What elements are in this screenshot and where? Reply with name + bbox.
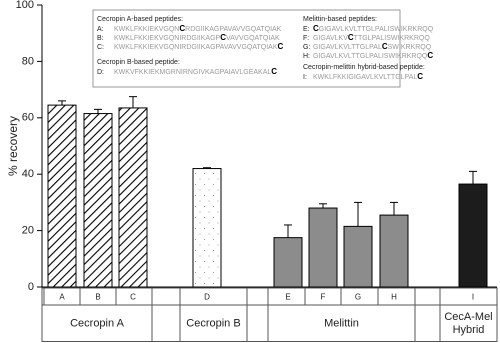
x-tick-label: I — [472, 293, 474, 302]
category-cell — [439, 287, 498, 306]
peptide-sequence: KWKLFKKIGIGAVLKVLTTGLPALC — [313, 72, 423, 81]
bar — [458, 183, 488, 288]
group-label: CecA-Mel — [444, 311, 492, 323]
x-tick-label: A — [59, 293, 65, 302]
peptide-sequence: KWKLFKKIEKVGQNIRDGIIKAGPAVAVVGQATQIAKC — [114, 42, 284, 51]
sequence-part: GIGAVLKVLTTGLPALISWIKRKRQQ — [313, 53, 428, 60]
sequence-part: TTGLPALISWIKRKRQQ — [354, 35, 431, 42]
group-cell — [267, 304, 416, 342]
x-tick-label: F — [321, 293, 326, 302]
peptide-label: H: — [303, 53, 310, 60]
group-cell — [41, 304, 153, 342]
group-cell — [439, 304, 498, 342]
modified-residue: C — [348, 33, 354, 42]
sequence-part: SWIKRKRQQ — [388, 44, 432, 51]
sequence-part: GIGAVLKVLTTGLPALISWIKRKRQQ — [319, 26, 434, 33]
annotation-header: Cecropin A-based peptides: — [97, 16, 183, 23]
peptide-label: A: — [97, 26, 104, 33]
peptide-sequence: KWKVFKKIEKMGRNIRNGIVKAGPAIAVLGEAKALC — [114, 67, 277, 76]
peptide-label: I: — [303, 74, 307, 81]
category-cell — [179, 287, 248, 306]
modified-residue: C — [220, 33, 226, 42]
x-tick-label: E — [285, 293, 290, 302]
y-tick-label: 80 — [22, 55, 34, 67]
peptide-sequence: CGIGAVLKVLTTGLPALISWIKRKRQQ — [313, 24, 434, 33]
sequence-part: KWKLFKKIEKVGQNIRDGIIKAGPAVAVVGQATQIAK — [114, 44, 278, 51]
sequence-part: VAVVGQATQIAK — [226, 35, 280, 42]
sequence-part: GIGAVLKVLTTGLPAL — [313, 44, 382, 51]
modified-residue: C — [313, 24, 319, 33]
sequence-part: KWKLFKKIEKVGQN — [114, 26, 179, 33]
annotation-box — [92, 9, 401, 88]
modified-residue: C — [278, 42, 284, 51]
annotation-header: Cecropin B-based peptide: — [97, 59, 180, 66]
modified-residue: C — [179, 24, 185, 33]
modified-residue: C — [417, 72, 423, 81]
y-tick-label: 40 — [22, 168, 34, 180]
peptide-label: B: — [97, 35, 104, 42]
sequence-part: KWKLFKKIGIGAVLKVLTTGLPAL — [313, 74, 417, 81]
y-axis-label: % recovery — [6, 116, 20, 176]
peptide-label: C: — [97, 44, 104, 51]
peptide-sequence: KWKLFKKIEKVGQNCRDGIIKAGPAVAVVGQATQIAK — [114, 24, 282, 33]
y-tick-label: 60 — [22, 112, 34, 124]
bar — [83, 113, 113, 288]
y-tick-label: 20 — [22, 225, 34, 237]
y-tick-label: 0 — [28, 281, 34, 293]
bar — [379, 214, 409, 288]
annotation-header: Cecropin-melittin hybrid-based peptide: — [303, 64, 425, 71]
bar — [47, 104, 77, 288]
group-cell — [179, 304, 248, 342]
bar — [273, 237, 303, 288]
peptide-sequence: KWKLFKKIEKVGQNIRDGIIKAGPCVAVVGQATQIAK — [114, 33, 280, 42]
annotation-header: Melittin-based peptides: — [303, 16, 377, 23]
peptide-sequence: GIGAVLKVLTTGLPALISWIKRKRQQC — [313, 51, 433, 60]
peptide-sequence: GIGAVLKVCTTGLPALISWIKRKRQQ — [313, 33, 430, 42]
bar — [343, 225, 373, 288]
sequence-part: RDGIIKAGPAVAVVGQATQIAK — [185, 26, 282, 33]
y-tick-label: 100 — [16, 0, 34, 11]
bar — [118, 107, 148, 288]
modified-residue: C — [382, 42, 388, 51]
group-label: Cecropin A — [70, 317, 124, 329]
sequence-part: KWKLFKKIEKVGQNIRDGIIKAGP — [114, 35, 221, 42]
modified-residue: C — [271, 67, 277, 76]
peptide-label: G: — [303, 44, 310, 51]
x-tick-label: B — [95, 293, 100, 302]
modified-residue: C — [427, 51, 433, 60]
peptide-label: F: — [303, 35, 309, 42]
group-label: Cecropin B — [186, 317, 240, 329]
sequence-part: GIGAVLKV — [313, 35, 348, 42]
peptide-label: E: — [303, 26, 310, 33]
group-label: Hybrid — [453, 324, 485, 336]
x-tick-label: G — [355, 293, 361, 302]
bar — [192, 168, 222, 288]
peptide-label: D: — [97, 69, 104, 76]
table-frame — [41, 287, 498, 342]
bar — [308, 207, 338, 288]
sequence-part: KWKVFKKIEKMGRNIRNGIVKAGPAIAVLGEAKAL — [114, 69, 271, 76]
group-label: Melittin — [324, 317, 359, 329]
x-tick-label: C — [130, 293, 136, 302]
x-tick-label: H — [391, 293, 397, 302]
x-tick-label: D — [204, 293, 210, 302]
peptide-sequence: GIGAVLKVLTTGLPALCSWIKRKRQQ — [313, 42, 432, 51]
